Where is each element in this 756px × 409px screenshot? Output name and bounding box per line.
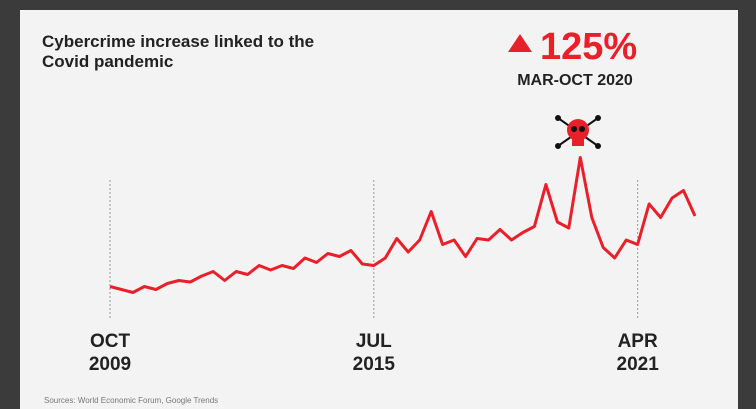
card [20, 10, 738, 409]
source: Sources: World Economic Forum, Google Tr… [44, 396, 219, 405]
annotation-label: MAR-OCT 2020 [517, 72, 633, 89]
annotation-value: 125% [540, 26, 638, 68]
up-arrow [508, 34, 532, 52]
x-tick-label: OCT 2009 [88, 331, 132, 375]
chart-title: Cybercrime increase linked to the Covid … [42, 32, 315, 71]
x-tick-label: JUL 2015 [352, 331, 395, 375]
data-line [109, 156, 697, 294]
x-tick-label: APR 2021 [616, 331, 659, 375]
skull-icon [555, 115, 601, 149]
